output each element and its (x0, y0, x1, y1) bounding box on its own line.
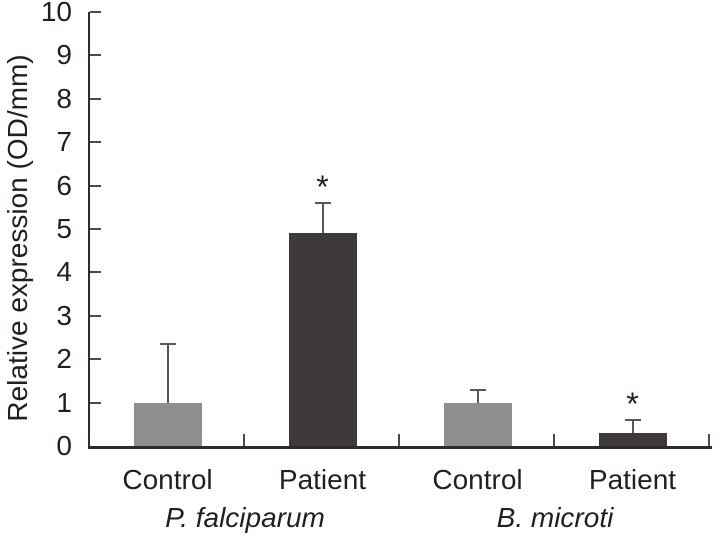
error-bar-line (166, 344, 169, 407)
y-tick-label: 5 (56, 213, 72, 244)
x-tick (398, 434, 400, 446)
y-tick-label: 3 (56, 299, 72, 331)
y-axis-line (88, 12, 90, 449)
significance-asterisk: * (316, 168, 329, 205)
y-tick-label: 10 (40, 0, 72, 27)
error-bar-line (631, 419, 634, 437)
y-tick (90, 54, 101, 57)
y-tick-label: 4 (56, 256, 72, 288)
x-category-label: Control (432, 464, 523, 495)
x-axis-line (88, 446, 712, 449)
y-tick (90, 401, 101, 404)
x-group-label: P. falciparum (165, 502, 325, 533)
y-tick (90, 314, 101, 317)
x-category-label: Patient (588, 464, 677, 495)
y-tick-label: 1 (56, 386, 72, 418)
y-tick-label: 0 (56, 430, 72, 461)
x-tick (243, 434, 245, 446)
y-tick (90, 141, 101, 144)
y-tick (90, 228, 101, 230)
error-bar-cap (469, 388, 486, 391)
x-category-label: Control (122, 464, 213, 495)
y-tick (90, 97, 101, 100)
error-bar-cap (624, 418, 641, 421)
y-tick (90, 11, 101, 13)
x-category-label: Patient (278, 464, 367, 495)
bar-patient-group2 (598, 432, 667, 446)
x-tick (553, 434, 555, 446)
y-tick-label: 2 (56, 343, 72, 375)
y-tick (90, 184, 101, 187)
error-bar-cap (314, 201, 331, 204)
y-tick-label: 7 (56, 126, 72, 158)
error-bar-cap (159, 343, 176, 345)
significance-asterisk: * (626, 385, 639, 422)
x-tick (708, 434, 710, 446)
x-group-label: B. microti (496, 502, 614, 533)
bar-patient-group1 (288, 233, 357, 446)
y-tick-label: 8 (56, 82, 72, 114)
y-tick-label: 6 (56, 169, 72, 201)
y-tick-label: 9 (56, 39, 72, 71)
error-bar-line (476, 389, 479, 407)
y-tick (90, 271, 101, 274)
bar-control-group1 (133, 402, 202, 446)
error-bar-line (321, 202, 324, 238)
y-tick (90, 358, 101, 361)
bar-control-group2 (443, 402, 512, 446)
